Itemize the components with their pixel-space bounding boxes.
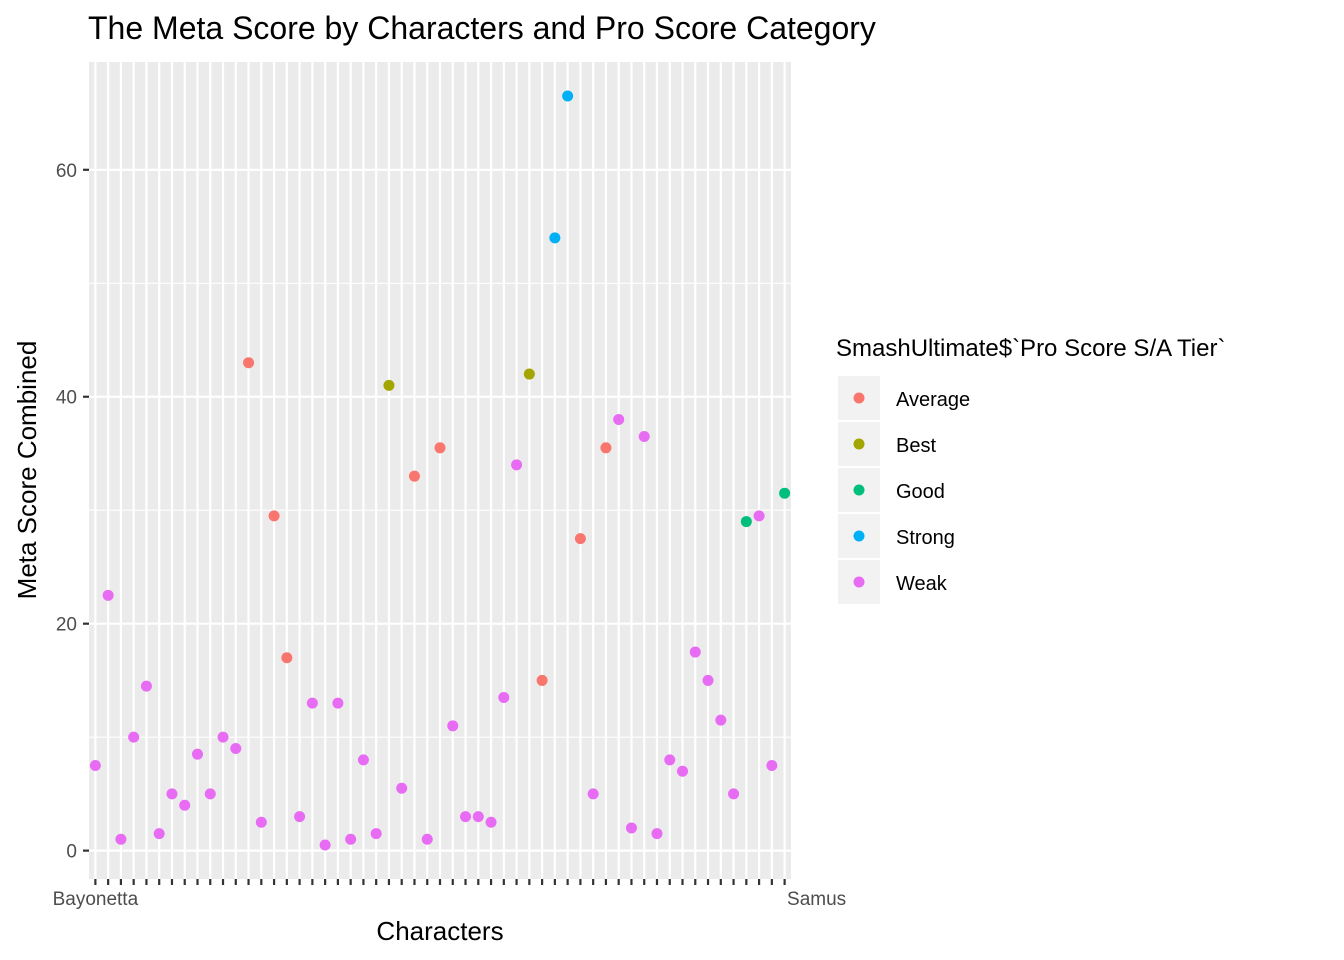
- data-point: [396, 782, 408, 794]
- data-point: [740, 516, 752, 528]
- data-point: [447, 720, 459, 732]
- data-point: [638, 430, 650, 442]
- data-point: [153, 828, 165, 840]
- data-point: [357, 754, 369, 766]
- legend-label: Weak: [896, 573, 948, 595]
- data-point: [728, 788, 740, 800]
- x-tick-label-first: Bayonetta: [53, 889, 139, 910]
- x-axis-title: Characters: [376, 916, 503, 946]
- data-point: [587, 788, 599, 800]
- data-point: [472, 811, 484, 823]
- data-point: [294, 811, 306, 823]
- data-point: [460, 811, 472, 823]
- legend-marker: [853, 438, 865, 450]
- y-axis: 0 20 40 60: [56, 161, 89, 863]
- data-point: [677, 765, 689, 777]
- y-tick-label: 40: [56, 388, 77, 409]
- data-point: [217, 731, 229, 743]
- y-tick-label: 0: [66, 842, 77, 863]
- data-point: [523, 368, 535, 380]
- legend-marker: [853, 530, 865, 542]
- y-axis-title: Meta Score Combined: [12, 341, 42, 600]
- data-point: [562, 90, 574, 102]
- data-point: [702, 674, 714, 686]
- y-tick-label: 20: [56, 615, 77, 636]
- data-point: [89, 760, 101, 772]
- data-point: [332, 697, 344, 709]
- x-axis-ticks: [94, 879, 786, 885]
- data-point: [766, 760, 778, 772]
- x-tick-label-last: Samus: [787, 889, 846, 910]
- data-point: [140, 680, 152, 692]
- data-point: [651, 828, 663, 840]
- data-point: [383, 379, 395, 391]
- data-point: [434, 442, 446, 454]
- data-point: [102, 589, 114, 601]
- legend-label: Good: [896, 481, 945, 503]
- data-point: [664, 754, 676, 766]
- data-points: [89, 90, 791, 851]
- data-point: [243, 357, 255, 369]
- data-point: [370, 828, 382, 840]
- legend-label: Best: [896, 435, 936, 457]
- legend-label: Average: [896, 389, 970, 411]
- data-point: [485, 816, 497, 828]
- data-point: [613, 413, 625, 425]
- legend: Average Best Good Strong Weak: [838, 376, 970, 604]
- data-point: [421, 833, 433, 845]
- y-tick-label: 60: [56, 161, 77, 182]
- data-point: [549, 232, 561, 244]
- data-point: [319, 839, 331, 851]
- data-point: [715, 714, 727, 726]
- data-point: [625, 822, 637, 834]
- data-point: [408, 470, 420, 482]
- data-point: [511, 459, 523, 471]
- data-point: [204, 788, 216, 800]
- data-point: [345, 833, 357, 845]
- grid-lines: [89, 55, 791, 879]
- data-point: [574, 533, 586, 545]
- data-point: [498, 691, 510, 703]
- data-point: [179, 799, 191, 811]
- data-point: [115, 833, 127, 845]
- legend-marker: [853, 392, 865, 404]
- data-point: [689, 646, 701, 658]
- legend-label: Strong: [896, 527, 955, 549]
- data-point: [306, 697, 318, 709]
- data-point: [753, 510, 765, 522]
- data-point: [128, 731, 140, 743]
- data-point: [230, 743, 242, 755]
- data-point: [191, 748, 203, 760]
- legend-marker: [853, 576, 865, 588]
- legend-marker: [853, 484, 865, 496]
- data-point: [255, 816, 267, 828]
- data-point: [536, 674, 548, 686]
- data-point: [281, 652, 293, 664]
- chart-title: The Meta Score by Characters and Pro Sco…: [88, 10, 876, 46]
- data-point: [779, 487, 791, 499]
- data-point: [600, 442, 612, 454]
- legend-title: SmashUltimate$`Pro Score S/A Tier`: [836, 335, 1225, 362]
- data-point: [166, 788, 178, 800]
- data-point: [268, 510, 280, 522]
